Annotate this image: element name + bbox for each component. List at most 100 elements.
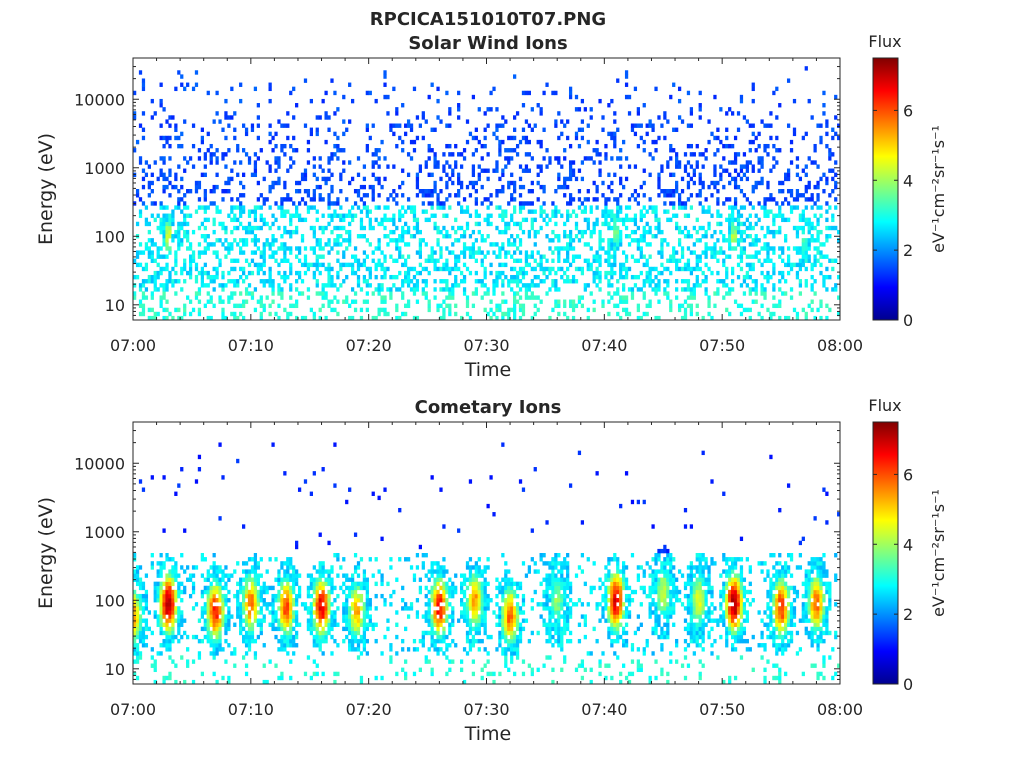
- spectrogram-cell: [353, 638, 358, 644]
- spectrogram-cell: [627, 234, 632, 239]
- spectrogram-cell: [297, 589, 302, 595]
- spectrogram-cell: [619, 176, 623, 182]
- spectrogram-cell: [312, 602, 316, 607]
- spectrogram-cell: [327, 593, 331, 599]
- spectrogram-cell: [345, 246, 349, 251]
- spectrogram-cell: [521, 217, 526, 223]
- spectrogram-cell: [495, 225, 499, 231]
- spectrogram-cell: [212, 638, 216, 644]
- spectrogram-cell: [280, 561, 284, 566]
- spectrogram-cell: [683, 152, 688, 157]
- spectrogram-cell: [728, 287, 732, 292]
- spectrogram-cell: [707, 303, 711, 309]
- spectrogram-cell: [495, 283, 499, 288]
- spectrogram-cell: [295, 287, 299, 292]
- spectrogram-cell: [560, 213, 564, 218]
- spectrogram-cell: [203, 193, 207, 198]
- spectrogram-cell: [280, 143, 284, 149]
- spectrogram-cell: [188, 262, 193, 268]
- spectrogram-cell: [330, 279, 334, 284]
- spectrogram-cell: [224, 238, 228, 243]
- spectrogram-cell: [521, 270, 526, 276]
- spectrogram-cell: [398, 238, 402, 243]
- spectrogram-cell: [424, 193, 428, 198]
- spectrogram-cell: [792, 127, 797, 132]
- spectrogram-cell: [554, 156, 558, 161]
- spectrogram-cell: [362, 647, 367, 652]
- spectrogram-cell: [424, 242, 428, 247]
- spectrogram-cell: [244, 573, 249, 578]
- spectrogram-cell: [368, 135, 372, 141]
- spectrogram-cell: [421, 209, 425, 214]
- spectrogram-cell: [206, 638, 210, 644]
- spectrogram-cell: [253, 602, 258, 607]
- spectrogram-cell: [135, 647, 140, 652]
- spectrogram-cell: [259, 295, 263, 300]
- spectrogram-cell: [203, 602, 207, 607]
- spectrogram-cell: [165, 229, 169, 235]
- spectrogram-cell: [277, 606, 281, 611]
- spectrogram-cell: [380, 307, 384, 313]
- spectrogram-cell: [206, 589, 210, 595]
- spectrogram-cell: [306, 593, 311, 599]
- spectrogram-cell: [648, 303, 652, 309]
- spectrogram-cell: [786, 172, 791, 178]
- spectrogram-cell: [781, 201, 785, 206]
- spectrogram-cell: [212, 250, 216, 255]
- spectrogram-cell: [209, 606, 213, 611]
- spectrogram-cell: [312, 471, 316, 476]
- spectrogram-cell: [253, 262, 258, 268]
- spectrogram-cell: [215, 270, 219, 276]
- spectrogram-cell: [613, 270, 617, 276]
- spectrogram-cell: [327, 573, 331, 578]
- spectrogram-cell: [757, 180, 761, 186]
- spectrogram-cell: [289, 589, 293, 595]
- spectrogram-cell: [539, 279, 543, 284]
- spectrogram-cell: [421, 279, 425, 284]
- spectrogram-cell: [474, 201, 478, 206]
- spectrogram-cell: [303, 671, 308, 677]
- spectrogram-cell: [306, 589, 311, 595]
- spectrogram-cell: [395, 143, 399, 149]
- spectrogram-cell: [368, 598, 372, 603]
- spectrogram-cell: [221, 622, 225, 627]
- spectrogram-cell: [330, 299, 334, 304]
- spectrogram-cell: [215, 614, 219, 619]
- spectrogram-cell: [683, 225, 688, 231]
- spectrogram-cell: [412, 225, 417, 231]
- spectrogram-cell: [165, 598, 169, 603]
- spectrogram-cell: [362, 193, 367, 198]
- spectrogram-cell: [348, 638, 352, 644]
- spectrogram-cell: [224, 246, 228, 251]
- spectrogram-cell: [692, 287, 696, 292]
- spectrogram-cell: [321, 467, 325, 472]
- spectrogram-cell: [386, 287, 390, 292]
- spectrogram-cell: [318, 602, 322, 607]
- spectrogram-cell: [792, 307, 797, 313]
- spectrogram-cell: [654, 217, 658, 223]
- spectrogram-cell: [406, 303, 411, 309]
- spectrogram-cell: [813, 279, 817, 284]
- spectrogram-cell: [289, 270, 293, 276]
- spectrogram-cell: [757, 131, 761, 137]
- spectrogram-cell: [513, 74, 517, 79]
- spectrogram-cell: [188, 593, 193, 599]
- spectrogram-cell: [353, 618, 358, 623]
- spectrogram-cell: [639, 315, 643, 321]
- spectrogram-cell: [507, 184, 511, 190]
- spectrogram-cell: [551, 229, 555, 235]
- spectrogram-cell: [551, 279, 555, 284]
- spectrogram-cell: [359, 622, 364, 627]
- spectrogram-cell: [141, 201, 146, 206]
- spectrogram-cell: [816, 246, 820, 251]
- spectrogram-cell: [480, 238, 484, 243]
- spectrogram-cell: [345, 577, 349, 582]
- spectrogram-cell: [613, 221, 617, 227]
- spectrogram-cell: [804, 242, 808, 247]
- spectrogram-cell: [586, 283, 590, 288]
- spectrogram-cell: [286, 610, 290, 615]
- spectrogram-cell: [162, 107, 166, 112]
- spectrogram-cell: [666, 258, 670, 263]
- spectrogram-cell: [348, 626, 352, 632]
- spectrogram-cell: [592, 160, 596, 165]
